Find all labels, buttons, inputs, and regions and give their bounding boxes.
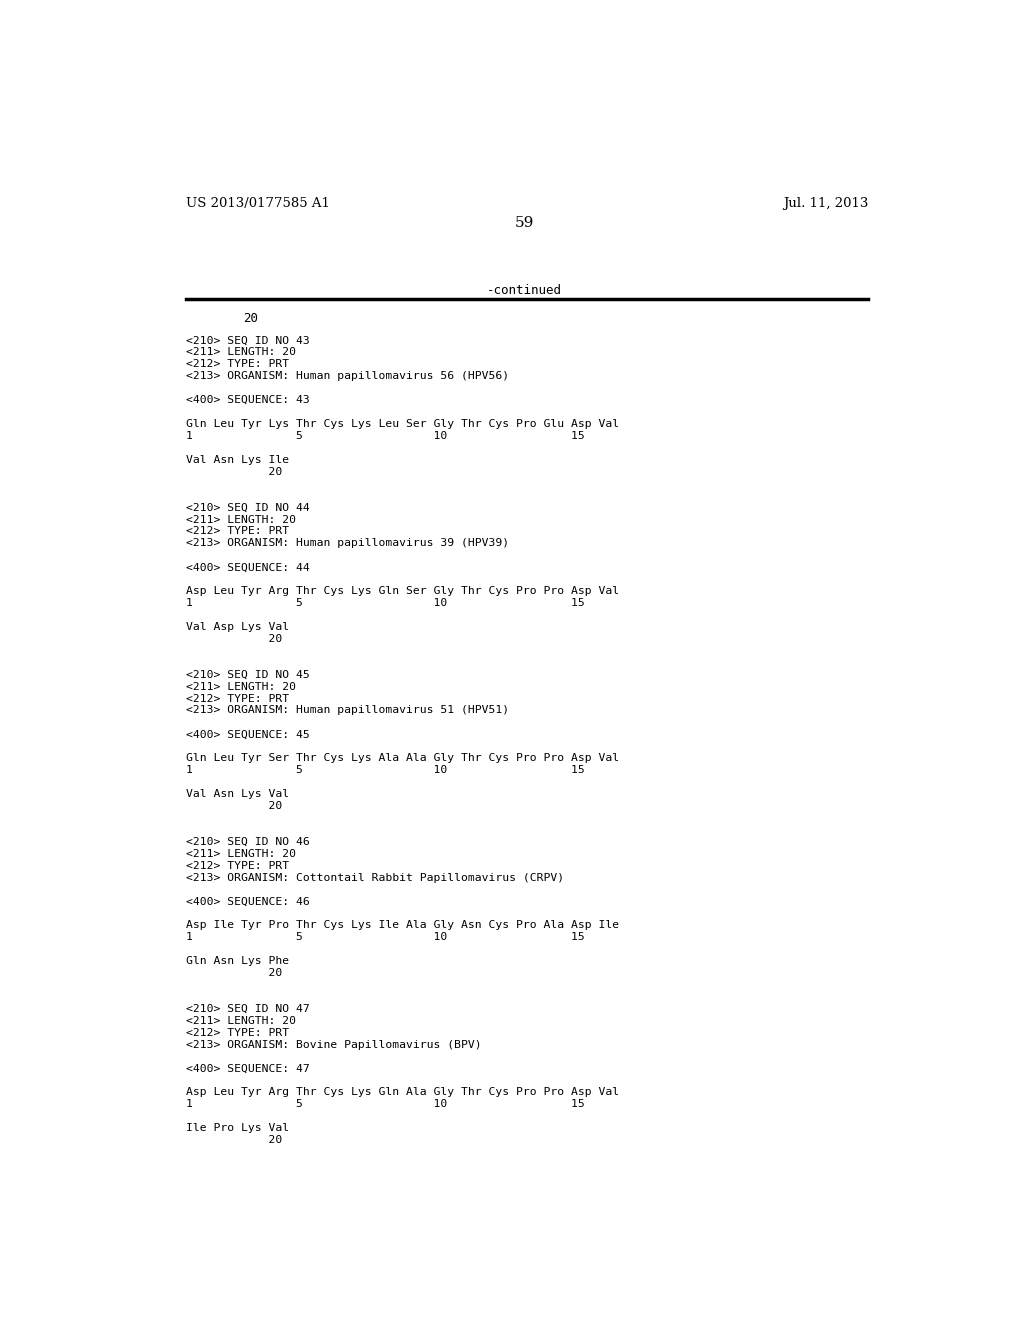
Text: Gln Asn Lys Phe: Gln Asn Lys Phe: [186, 956, 289, 966]
Text: 20: 20: [186, 801, 283, 810]
Text: <212> TYPE: PRT: <212> TYPE: PRT: [186, 861, 289, 871]
Text: 1               5                   10                  15: 1 5 10 15: [186, 598, 585, 609]
Text: <213> ORGANISM: Human papillomavirus 56 (HPV56): <213> ORGANISM: Human papillomavirus 56 …: [186, 371, 509, 381]
Text: Asp Leu Tyr Arg Thr Cys Lys Gln Ala Gly Thr Cys Pro Pro Asp Val: Asp Leu Tyr Arg Thr Cys Lys Gln Ala Gly …: [186, 1088, 620, 1097]
Text: <400> SEQUENCE: 46: <400> SEQUENCE: 46: [186, 896, 310, 907]
Text: <213> ORGANISM: Cottontail Rabbit Papillomavirus (CRPV): <213> ORGANISM: Cottontail Rabbit Papill…: [186, 873, 564, 883]
Text: Jul. 11, 2013: Jul. 11, 2013: [782, 197, 868, 210]
Text: 20: 20: [243, 313, 258, 326]
Text: Asp Ile Tyr Pro Thr Cys Lys Ile Ala Gly Asn Cys Pro Ala Asp Ile: Asp Ile Tyr Pro Thr Cys Lys Ile Ala Gly …: [186, 920, 620, 931]
Text: <210> SEQ ID NO 45: <210> SEQ ID NO 45: [186, 669, 310, 680]
Text: 20: 20: [186, 634, 283, 644]
Text: <212> TYPE: PRT: <212> TYPE: PRT: [186, 693, 289, 704]
Text: <213> ORGANISM: Human papillomavirus 51 (HPV51): <213> ORGANISM: Human papillomavirus 51 …: [186, 705, 509, 715]
Text: 1               5                   10                  15: 1 5 10 15: [186, 766, 585, 775]
Text: <211> LENGTH: 20: <211> LENGTH: 20: [186, 681, 296, 692]
Text: <400> SEQUENCE: 45: <400> SEQUENCE: 45: [186, 730, 310, 739]
Text: 1               5                   10                  15: 1 5 10 15: [186, 1100, 585, 1109]
Text: 1               5                   10                  15: 1 5 10 15: [186, 932, 585, 942]
Text: <211> LENGTH: 20: <211> LENGTH: 20: [186, 849, 296, 859]
Text: <212> TYPE: PRT: <212> TYPE: PRT: [186, 1028, 289, 1038]
Text: <211> LENGTH: 20: <211> LENGTH: 20: [186, 515, 296, 524]
Text: Gln Leu Tyr Ser Thr Cys Lys Ala Ala Gly Thr Cys Pro Pro Asp Val: Gln Leu Tyr Ser Thr Cys Lys Ala Ala Gly …: [186, 754, 620, 763]
Text: <213> ORGANISM: Bovine Papillomavirus (BPV): <213> ORGANISM: Bovine Papillomavirus (B…: [186, 1040, 481, 1049]
Text: <212> TYPE: PRT: <212> TYPE: PRT: [186, 359, 289, 370]
Text: US 2013/0177585 A1: US 2013/0177585 A1: [186, 197, 330, 210]
Text: <210> SEQ ID NO 44: <210> SEQ ID NO 44: [186, 503, 310, 512]
Text: 20: 20: [186, 467, 283, 477]
Text: <210> SEQ ID NO 43: <210> SEQ ID NO 43: [186, 335, 310, 346]
Text: 59: 59: [515, 216, 535, 230]
Text: <400> SEQUENCE: 47: <400> SEQUENCE: 47: [186, 1064, 310, 1073]
Text: Val Asn Lys Val: Val Asn Lys Val: [186, 789, 289, 799]
Text: <210> SEQ ID NO 47: <210> SEQ ID NO 47: [186, 1003, 310, 1014]
Text: 1               5                   10                  15: 1 5 10 15: [186, 430, 585, 441]
Text: <211> LENGTH: 20: <211> LENGTH: 20: [186, 347, 296, 358]
Text: <211> LENGTH: 20: <211> LENGTH: 20: [186, 1016, 296, 1026]
Text: <213> ORGANISM: Human papillomavirus 39 (HPV39): <213> ORGANISM: Human papillomavirus 39 …: [186, 539, 509, 548]
Text: <400> SEQUENCE: 43: <400> SEQUENCE: 43: [186, 395, 310, 405]
Text: Ile Pro Lys Val: Ile Pro Lys Val: [186, 1123, 289, 1133]
Text: Gln Leu Tyr Lys Thr Cys Lys Leu Ser Gly Thr Cys Pro Glu Asp Val: Gln Leu Tyr Lys Thr Cys Lys Leu Ser Gly …: [186, 418, 620, 429]
Text: 20: 20: [186, 1135, 283, 1146]
Text: <210> SEQ ID NO 46: <210> SEQ ID NO 46: [186, 837, 310, 846]
Text: -continued: -continued: [487, 284, 562, 297]
Text: <212> TYPE: PRT: <212> TYPE: PRT: [186, 527, 289, 536]
Text: Val Asn Lys Ile: Val Asn Lys Ile: [186, 455, 289, 465]
Text: Asp Leu Tyr Arg Thr Cys Lys Gln Ser Gly Thr Cys Pro Pro Asp Val: Asp Leu Tyr Arg Thr Cys Lys Gln Ser Gly …: [186, 586, 620, 597]
Text: 20: 20: [186, 968, 283, 978]
Text: Val Asp Lys Val: Val Asp Lys Val: [186, 622, 289, 632]
Text: <400> SEQUENCE: 44: <400> SEQUENCE: 44: [186, 562, 310, 573]
